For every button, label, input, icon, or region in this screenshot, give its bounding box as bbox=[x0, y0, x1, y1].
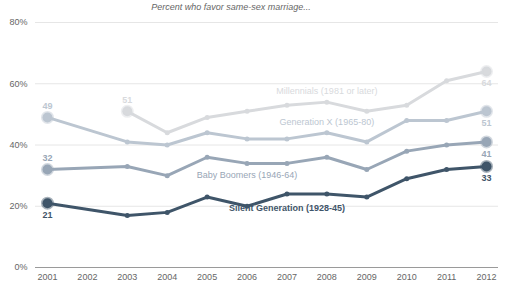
svg-text:21: 21 bbox=[42, 210, 52, 220]
svg-text:33: 33 bbox=[482, 173, 492, 183]
svg-text:2007: 2007 bbox=[277, 272, 297, 282]
svg-text:2003: 2003 bbox=[117, 272, 137, 282]
svg-text:2002: 2002 bbox=[77, 272, 97, 282]
svg-text:Silent Generation (1928-45): Silent Generation (1928-45) bbox=[229, 203, 345, 213]
svg-text:49: 49 bbox=[42, 101, 52, 111]
svg-text:2009: 2009 bbox=[357, 272, 377, 282]
svg-text:2006: 2006 bbox=[237, 272, 257, 282]
svg-text:2005: 2005 bbox=[197, 272, 217, 282]
svg-text:41: 41 bbox=[482, 149, 492, 159]
svg-text:60%: 60% bbox=[9, 79, 27, 89]
svg-text:20%: 20% bbox=[9, 201, 27, 211]
svg-text:51: 51 bbox=[122, 95, 132, 105]
svg-text:Baby Boomers (1946-64): Baby Boomers (1946-64) bbox=[197, 170, 298, 180]
svg-text:80%: 80% bbox=[9, 17, 27, 27]
svg-text:64: 64 bbox=[482, 78, 492, 88]
svg-text:2011: 2011 bbox=[437, 272, 456, 282]
svg-text:51: 51 bbox=[482, 118, 492, 128]
svg-text:2008: 2008 bbox=[317, 272, 337, 282]
svg-text:Millennials (1981 or later): Millennials (1981 or later) bbox=[276, 86, 377, 96]
svg-text:2010: 2010 bbox=[397, 272, 417, 282]
html-text:Percent who favor same-sex mar: Percent who favor same-sex marriage... bbox=[151, 2, 311, 12]
svg-text:40%: 40% bbox=[9, 140, 27, 150]
svg-text:Generation X (1965-80): Generation X (1965-80) bbox=[280, 117, 375, 127]
svg-text:0%: 0% bbox=[14, 262, 27, 272]
svg-text:2012: 2012 bbox=[477, 272, 497, 282]
svg-text:2001: 2001 bbox=[37, 272, 57, 282]
svg-text:32: 32 bbox=[42, 153, 52, 163]
svg-text:2004: 2004 bbox=[157, 272, 177, 282]
